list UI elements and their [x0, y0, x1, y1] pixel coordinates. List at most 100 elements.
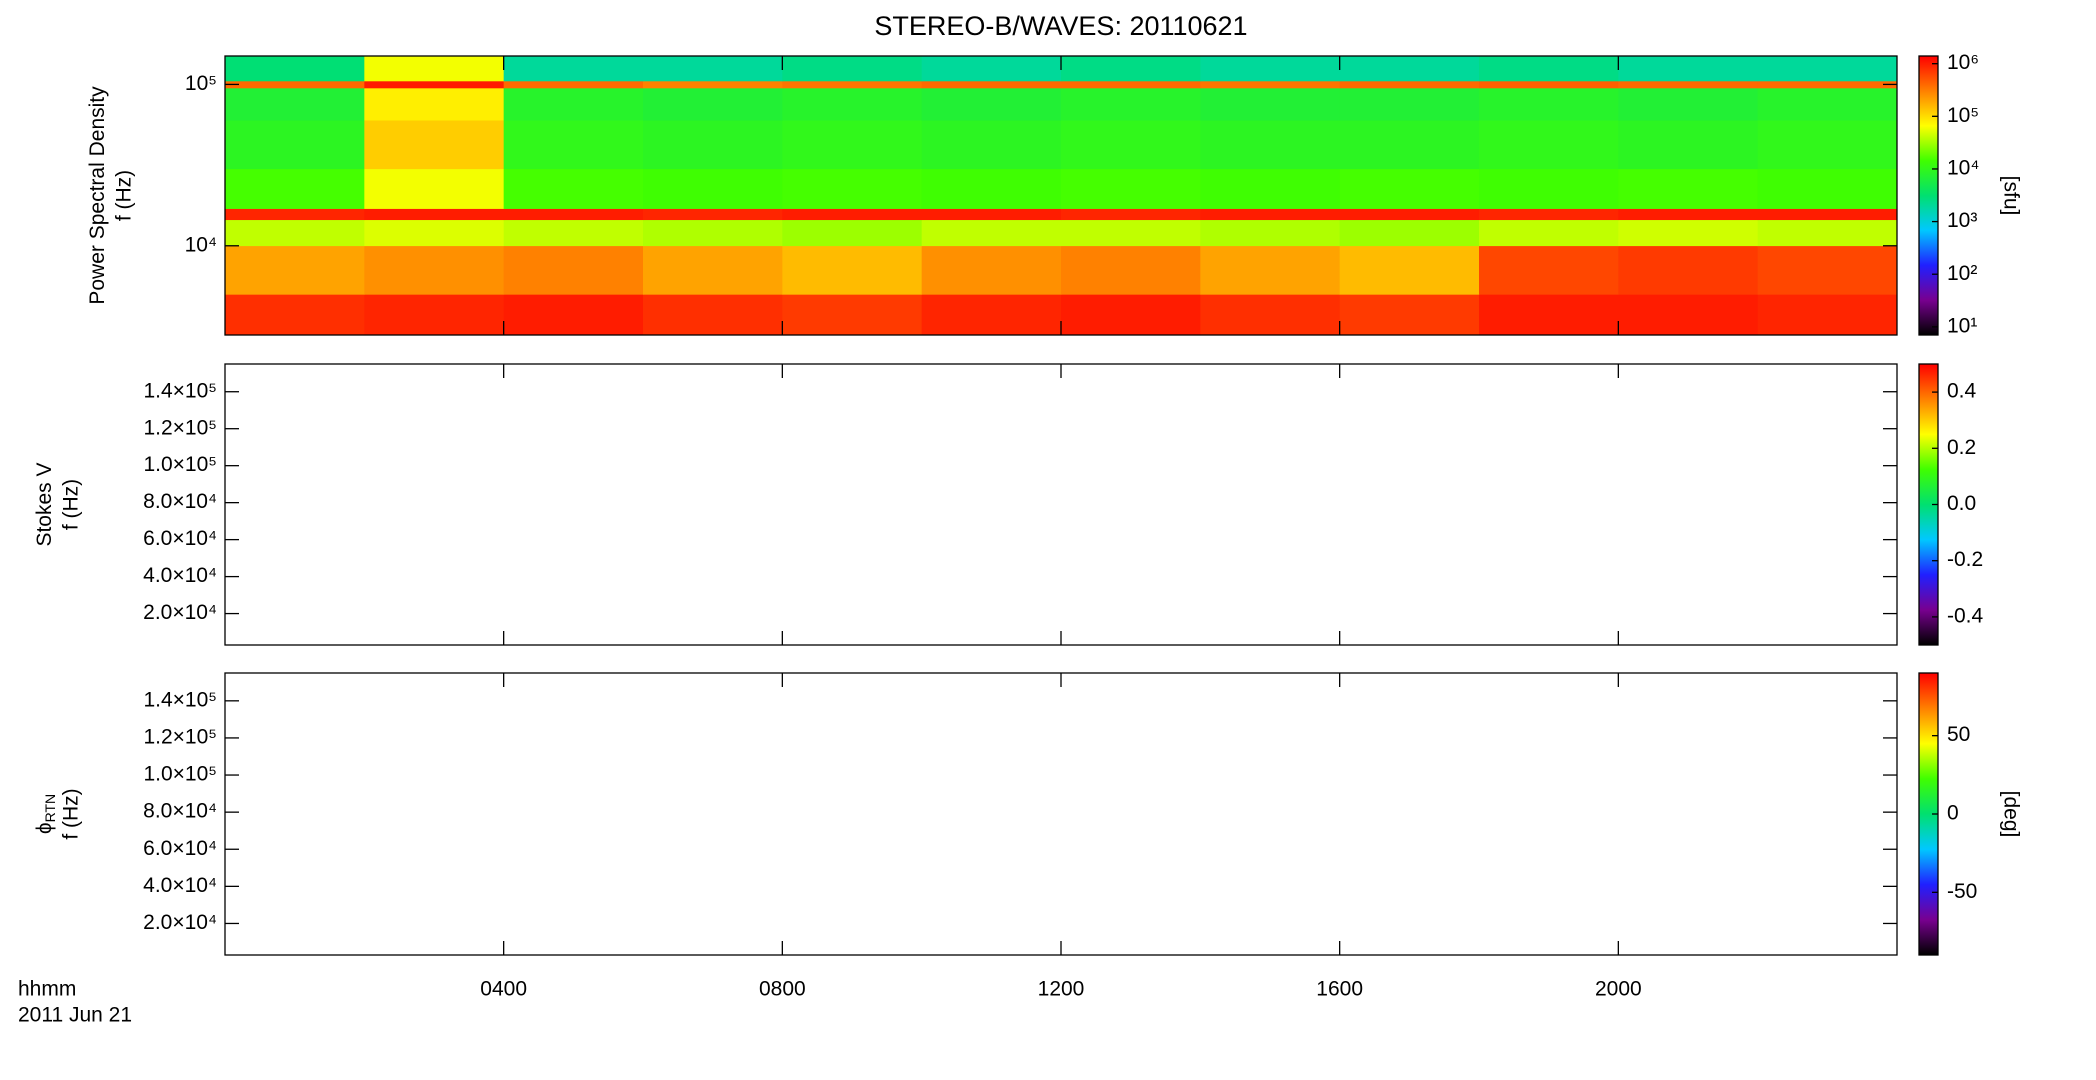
heatmap-cell [225, 294, 365, 336]
x-tick-label: 0800 [759, 978, 806, 1001]
colorbar-tick-label: 0.4 [1947, 380, 1977, 403]
colorbar-tick-label: 0.0 [1947, 492, 1976, 515]
heatmap-cell [643, 56, 783, 82]
y-tick-label: 4.0×10⁴ [143, 564, 217, 587]
heatmap-cell [503, 120, 644, 170]
heatmap-cell [1479, 56, 1619, 82]
heatmap-cell [782, 88, 923, 121]
colorbar-label: [sfu] [1999, 176, 2022, 216]
heatmap-cell [1618, 208, 1759, 221]
colorbar-tick-label: -0.2 [1947, 548, 1983, 571]
colorbar-tick-label: -0.4 [1947, 604, 1984, 627]
heatmap-cell [1200, 245, 1341, 295]
heatmap-cell [782, 245, 923, 295]
heatmap-cell [1479, 120, 1619, 170]
y-tick-label: 8.0×10⁴ [143, 800, 217, 823]
heatmap-cell [1618, 120, 1759, 170]
heatmap-cell [782, 208, 923, 221]
heatmap-cell [1200, 120, 1341, 170]
y-axis-label: ϕRTN [33, 794, 58, 834]
heatmap-cell [921, 219, 1062, 247]
heatmap-cell [1339, 245, 1480, 295]
colorbar-tick-label: 0 [1947, 802, 1959, 825]
heatmap-cell [1339, 80, 1480, 89]
y-axis-label-sub: RTN [42, 794, 58, 823]
heatmap-cell [503, 219, 644, 247]
heatmap-cell [1757, 80, 1898, 89]
heatmap-cell [921, 168, 1062, 209]
heatmap-cell [1757, 294, 1898, 336]
heatmap-cell [225, 168, 365, 209]
heatmap-cell [1200, 294, 1341, 336]
x-tick-label: 0400 [480, 978, 527, 1001]
heatmap-cell [364, 120, 505, 170]
heatmap-cell [1757, 168, 1898, 209]
y-axis-label: Stokes V [33, 462, 56, 546]
heatmap-cell [1339, 88, 1480, 121]
colorbar-tick-label: 10⁵ [1947, 104, 1979, 127]
y-tick-label: 1.0×10⁵ [143, 453, 217, 476]
heatmap-cell [1479, 208, 1619, 221]
heatmap-cell [1479, 219, 1619, 247]
heatmap-cell [364, 294, 505, 336]
heatmap-cell [225, 219, 365, 247]
y-tick-label: 8.0×10⁴ [143, 490, 217, 513]
y-tick-label: 6.0×10⁴ [143, 837, 217, 860]
heatmap-cell [364, 88, 505, 121]
y-axis-label-2: f (Hz) [60, 479, 83, 530]
heatmap-cell [1200, 219, 1341, 247]
y-tick-label: 4.0×10⁴ [143, 874, 217, 897]
heatmap-cell [1061, 88, 1201, 121]
x-tick-label: 2000 [1595, 978, 1642, 1001]
colorbar-tick-label: 0.2 [1947, 436, 1976, 459]
heatmap-cell [643, 80, 783, 89]
heatmap-cell [1339, 294, 1480, 336]
y-axis-label-text: ϕ [33, 822, 56, 834]
heatmap-cell [1479, 168, 1619, 209]
heatmap-cell [364, 80, 505, 89]
heatmap-cell [1061, 208, 1201, 221]
heatmap-cell [921, 120, 1062, 170]
y-axis-label-text: Power Spectral Density [86, 86, 109, 305]
y-axis-label-2: f (Hz) [60, 788, 83, 839]
heatmap-cell [503, 294, 644, 336]
heatmap-cell [921, 208, 1062, 221]
heatmap-cell [503, 208, 644, 221]
heatmap-cell [1200, 168, 1341, 209]
x-tick-label: 1200 [1038, 978, 1085, 1001]
colorbar-tick-label: 10² [1947, 262, 1977, 285]
heatmap-cell [782, 120, 923, 170]
heatmap-cell [1479, 294, 1619, 336]
heatmap-cell [364, 56, 505, 82]
colorbar-tick-label: -50 [1947, 880, 1977, 903]
y-tick-label: 1.2×10⁵ [143, 725, 217, 748]
heatmap-cell [1618, 56, 1759, 82]
heatmap-cell [1061, 120, 1201, 170]
y-tick-label: 1.4×10⁵ [143, 379, 217, 402]
y-tick-label: 1.0×10⁵ [143, 763, 217, 786]
panel-frame [224, 363, 1898, 646]
heatmap-cell [503, 168, 644, 209]
heatmap-cell [1479, 245, 1619, 295]
heatmap-cell [643, 208, 783, 221]
y-tick-label: 2.0×10⁴ [143, 911, 217, 934]
colorbar-frame [1918, 55, 1939, 336]
heatmap-cell [1757, 88, 1898, 121]
heatmap-cell [1618, 80, 1759, 89]
heatmap-cell [1061, 245, 1201, 295]
heatmap-cell [225, 88, 365, 121]
heatmap-cell [1757, 120, 1898, 170]
x-axis-label: hhmm [18, 978, 76, 1001]
heatmap-cell [1618, 245, 1759, 295]
heatmap-cell [921, 245, 1062, 295]
colorbar-tick-label: 10⁶ [1947, 51, 1979, 74]
heatmap-cell [364, 245, 505, 295]
heatmap-cell [1339, 219, 1480, 247]
heatmap-cell [921, 80, 1062, 89]
heatmap-cell [503, 88, 644, 121]
heatmap-cell [225, 80, 365, 89]
x-tick-label: 1600 [1316, 978, 1363, 1001]
heatmap-cell [921, 56, 1062, 82]
y-tick-label: 1.4×10⁵ [143, 688, 217, 711]
